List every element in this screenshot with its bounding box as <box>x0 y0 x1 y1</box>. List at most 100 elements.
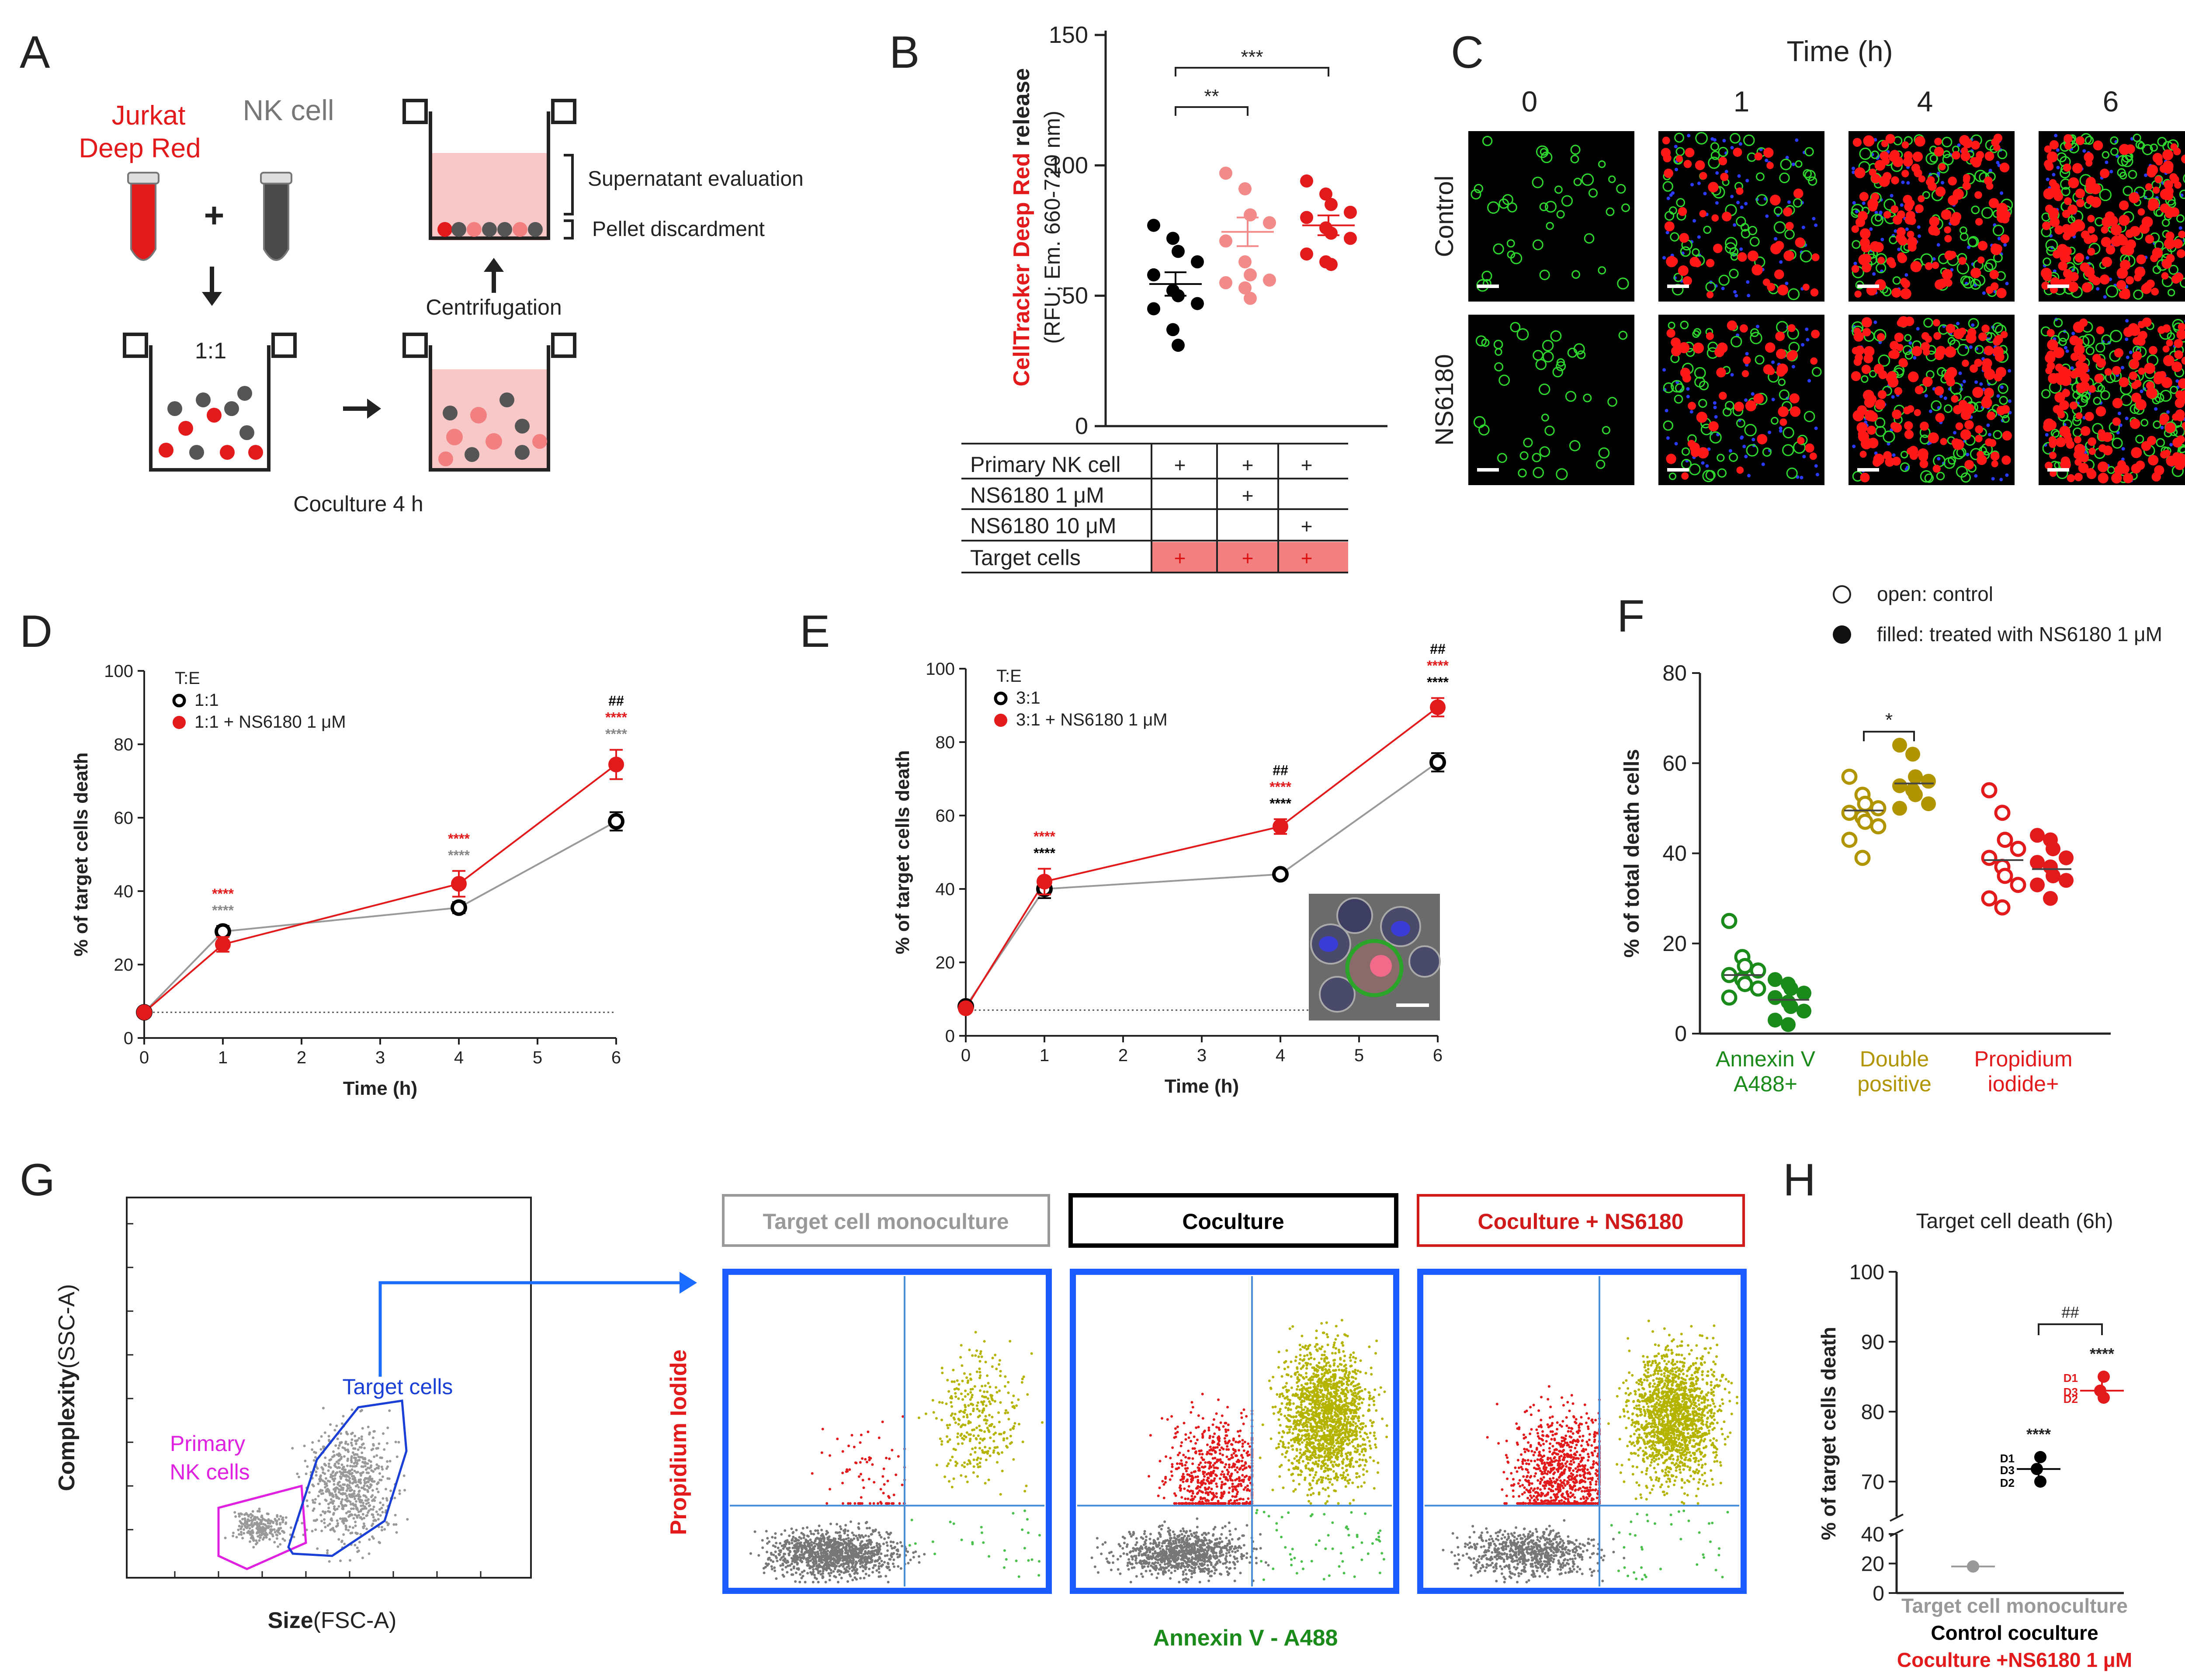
dot-annexin-positive <box>910 1518 913 1521</box>
c-green-cell <box>1984 262 1994 272</box>
gate-dot <box>257 1524 260 1527</box>
c-red-cell <box>2067 205 2078 215</box>
gate-dot <box>336 1507 339 1510</box>
dot-pi-positive <box>885 1457 888 1460</box>
gate-dot <box>240 1525 243 1528</box>
gate-dot <box>380 1506 383 1510</box>
gate-dot <box>337 1538 340 1541</box>
c-green-cell <box>2152 396 2161 405</box>
gate-dot <box>327 1503 330 1506</box>
dot-live <box>802 1555 805 1559</box>
c-red-cell <box>1706 332 1714 340</box>
gate-dot <box>363 1524 366 1527</box>
dot-live <box>808 1567 811 1570</box>
c-blue-nucleus <box>1779 260 1783 264</box>
dot-live <box>794 1580 797 1583</box>
dot-double-positive <box>1023 1489 1027 1493</box>
c-green-cell <box>1542 340 1554 351</box>
c-red-cell <box>1903 406 1911 415</box>
dot-live <box>1105 1557 1108 1560</box>
dot-live <box>843 1538 846 1541</box>
gate-dot <box>343 1455 346 1458</box>
c-green-cell <box>1681 447 1690 456</box>
b-ytick-label: 100 <box>1049 152 1088 178</box>
c-red-cell <box>1879 176 1890 187</box>
c-red-cell <box>1945 346 1956 358</box>
c-red-cell <box>2054 225 2064 235</box>
ytick-label: 60 <box>936 806 955 826</box>
c-red-cell <box>2162 160 2174 172</box>
c-red-cell <box>2145 183 2153 191</box>
dot-pi-positive <box>847 1444 850 1447</box>
gate-dot <box>357 1510 360 1513</box>
c-red-cell <box>1811 253 1820 261</box>
c-green-cell <box>1773 206 1783 215</box>
gate-dot <box>311 1448 314 1451</box>
dot-live <box>801 1571 804 1574</box>
gate-dot <box>361 1513 364 1516</box>
gate-dot <box>358 1458 361 1461</box>
c-blue-nucleus <box>1674 442 1678 446</box>
c-red-cell <box>2170 143 2178 151</box>
gate-dot <box>342 1486 345 1489</box>
dot-live <box>853 1572 856 1575</box>
c-red-cell <box>2181 154 2185 163</box>
c-green-cell <box>1997 149 2008 160</box>
gate-dot <box>335 1486 338 1489</box>
data-point-open <box>451 899 467 916</box>
c-red-cell <box>1751 264 1763 276</box>
dot-live <box>877 1531 881 1534</box>
c-red-cell <box>2129 359 2140 369</box>
c-green-cell <box>1539 202 1548 212</box>
pellet-label: Pellet discardment <box>592 218 765 241</box>
dot-live <box>863 1576 866 1579</box>
legend-label: open: control <box>1877 583 1993 605</box>
c-red-cell <box>1679 233 1689 243</box>
dot-live <box>810 1573 813 1576</box>
dot-double-positive <box>991 1416 994 1419</box>
data-point-filled <box>1783 981 1798 996</box>
gate-dot <box>403 1489 406 1492</box>
c-green-cell <box>1577 350 1586 359</box>
plus-sign: + <box>204 196 225 235</box>
gate-dot <box>289 1526 292 1529</box>
c-red-cell <box>2045 353 2056 364</box>
gate-dot <box>389 1489 392 1493</box>
gate-dot <box>375 1510 378 1513</box>
dot-annexin-positive <box>1030 1558 1034 1561</box>
gate-dot <box>385 1497 388 1500</box>
c-green-cell <box>1541 413 1549 422</box>
dot-live <box>873 1554 876 1557</box>
gate-dot <box>281 1518 284 1521</box>
c-red-cell <box>1693 342 1704 354</box>
dot-live <box>805 1540 808 1543</box>
gate-dot <box>378 1479 382 1482</box>
dot-live <box>897 1565 900 1568</box>
dot-live <box>1193 1545 1196 1548</box>
dot-double-positive <box>996 1461 999 1464</box>
c-blue-nucleus <box>1996 161 2000 165</box>
dot-double-positive <box>978 1441 981 1444</box>
dot-double-positive <box>959 1434 962 1437</box>
c-green-cell <box>1670 232 1679 242</box>
gate-dot <box>238 1533 241 1536</box>
dot-live <box>845 1558 848 1561</box>
c-red-cell <box>1763 147 1774 158</box>
b-data-point <box>1344 205 1357 219</box>
dot-double-positive <box>917 1416 920 1420</box>
c-red-cell <box>1897 252 1906 261</box>
dot-double-positive <box>961 1442 964 1445</box>
c-red-cell <box>2142 317 2152 327</box>
c-red-cell <box>1971 158 1981 168</box>
gate-dot <box>243 1524 246 1527</box>
dot-live <box>819 1549 822 1552</box>
c-red-cell <box>2123 473 2133 483</box>
c-blue-nucleus <box>1986 423 1990 427</box>
c-red-cell <box>2049 140 2059 149</box>
c-green-cell <box>1804 147 1814 156</box>
dot-live <box>849 1548 852 1552</box>
c-red-cell <box>1977 451 1984 458</box>
dot-live <box>836 1531 839 1534</box>
dot-double-positive <box>966 1463 969 1466</box>
